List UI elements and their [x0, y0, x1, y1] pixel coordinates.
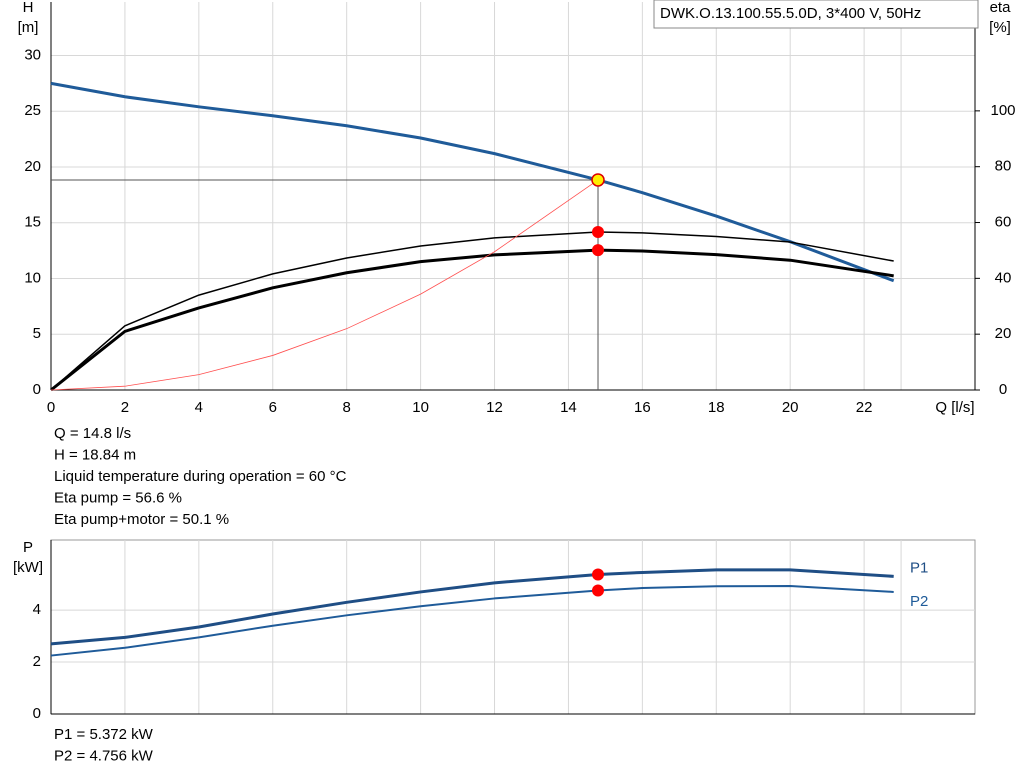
series-line	[50, 179, 599, 391]
y2-tick-label: 40	[995, 269, 1012, 286]
operating-note: P1 = 5.372 kW	[54, 726, 154, 743]
x-tick-label: 18	[708, 399, 725, 416]
series-label: P2	[910, 593, 928, 610]
y-tick-label: 25	[24, 102, 41, 119]
x-tick-label: 12	[486, 399, 503, 416]
operating-point	[591, 173, 605, 187]
operating-note: Eta pump = 56.6 %	[54, 489, 182, 506]
operating-note: H = 18.84 m	[54, 446, 136, 463]
y-tick-label: 2	[33, 653, 41, 670]
x-tick-label: 16	[634, 399, 651, 416]
series-line	[50, 81, 895, 283]
y-tick-label: 20	[24, 158, 41, 175]
legend-box	[653, 0, 979, 29]
y-axis-label: [kW]	[13, 559, 43, 576]
x-tick-label: 6	[269, 399, 277, 416]
x-tick-label: 20	[782, 399, 799, 416]
operating-point	[592, 244, 605, 257]
operating-point	[592, 568, 605, 581]
y-tick-label: 0	[33, 381, 41, 398]
x-tick-label: 22	[856, 399, 873, 416]
y-tick-label: 30	[24, 46, 41, 63]
x-tick-label: 14	[560, 399, 577, 416]
x-tick-label: 8	[343, 399, 351, 416]
operating-note: P2 = 4.756 kW	[54, 747, 154, 764]
operating-point	[592, 584, 605, 597]
y-tick-label: 4	[33, 601, 41, 618]
operating-point	[592, 226, 605, 239]
y-axis-label: [m]	[18, 19, 39, 36]
operating-note: Eta pump+motor = 50.1 %	[54, 511, 229, 528]
operating-note: Q = 14.8 l/s	[54, 425, 131, 442]
y-axis-label: H	[23, 0, 34, 16]
y2-axis-label: eta	[990, 0, 1012, 16]
y2-axis-label: [%]	[989, 19, 1011, 36]
y-tick-label: 10	[24, 269, 41, 286]
x-tick-label: 4	[195, 399, 203, 416]
x-tick-label: 2	[121, 399, 129, 416]
series-line	[50, 568, 894, 646]
operating-note: Liquid temperature during operation = 60…	[54, 468, 347, 485]
y-tick-label: 0	[33, 705, 41, 722]
y2-tick-label: 80	[995, 158, 1012, 175]
plot-area	[51, 2, 975, 390]
series-line	[50, 584, 894, 657]
series-label: P1	[910, 559, 928, 576]
x-tick-label: 0	[47, 399, 55, 416]
legend-text: DWK.O.13.100.55.5.0D, 3*400 V, 50Hz	[660, 5, 921, 22]
x-tick-label: 10	[412, 399, 429, 416]
y-tick-label: 15	[24, 214, 41, 231]
series-line	[50, 248, 894, 392]
series-line	[50, 231, 894, 391]
y2-tick-label: 20	[995, 325, 1012, 342]
y-tick-label: 5	[33, 325, 41, 342]
y2-tick-label: 0	[999, 381, 1007, 398]
y2-tick-label: 60	[995, 213, 1012, 230]
y2-tick-label: 100	[990, 102, 1015, 119]
y-axis-label: P	[23, 539, 33, 556]
x-axis-label: Q [l/s]	[935, 399, 974, 416]
